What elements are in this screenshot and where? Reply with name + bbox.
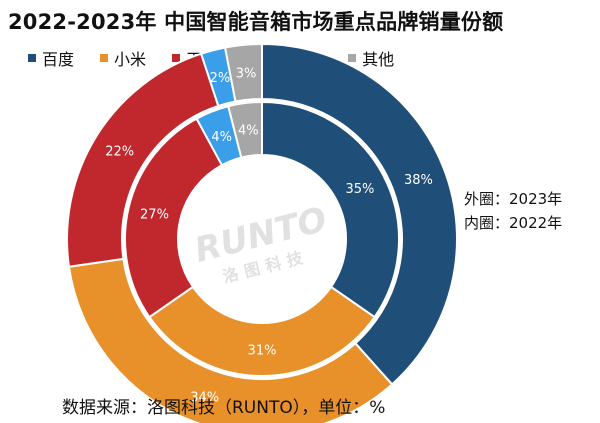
legend-label-other: 其他 xyxy=(362,50,395,69)
watermark: RUNTO 洛图科技 xyxy=(191,199,331,286)
legend-item-xiaomi: 小米 xyxy=(100,46,146,70)
legend-label-xiaomi: 小米 xyxy=(114,50,147,69)
inner-slice-other xyxy=(227,100,263,159)
legend-swatch-other xyxy=(348,54,357,62)
outer-label-xiaomi: 34% xyxy=(190,390,219,405)
legend-swatch-tmall xyxy=(172,54,181,62)
outer-ring-note: 外圈：2023年 xyxy=(464,190,563,208)
donut-slices xyxy=(66,42,458,423)
outer-slice-other xyxy=(223,42,263,103)
inner-label-xiaomi: 31% xyxy=(248,344,277,359)
outer-label-baidu: 38% xyxy=(404,173,433,188)
legend-item-baidu: 百度 xyxy=(28,46,74,70)
legend-item-other: 其他 xyxy=(348,46,394,70)
inner-slice-baidu xyxy=(261,100,400,319)
legend-swatch-baidu xyxy=(28,54,36,62)
inner-label-huawei: 4% xyxy=(211,130,232,145)
inner-label-tmall: 27% xyxy=(140,207,169,222)
inner-slice-xiaomi xyxy=(148,285,376,377)
donut-value-labels: 38% 34% 22% 2% 3% 35% 31% 27% 4% 4% xyxy=(105,66,433,405)
inner-label-other: 4% xyxy=(238,123,259,138)
inner-label-baidu: 35% xyxy=(345,182,374,197)
inner-ring-note: 内圈：2022年 xyxy=(464,214,563,232)
outer-label-tmall: 22% xyxy=(105,145,134,160)
inner-slice-tmall xyxy=(124,117,224,319)
legend-swatch-xiaomi xyxy=(100,54,109,62)
data-source: 数据来源：洛图科技（RUNTO），单位：% xyxy=(62,398,386,418)
chart-title: 2022-2023年 中国智能音箱市场重点品牌销量份额 xyxy=(8,10,504,34)
outer-label-huawei: 2% xyxy=(210,71,231,86)
outer-label-other: 3% xyxy=(236,66,257,81)
legend-label-baidu: 百度 xyxy=(42,50,75,69)
outer-slice-xiaomi xyxy=(67,257,394,423)
outer-slice-baidu xyxy=(261,42,458,386)
